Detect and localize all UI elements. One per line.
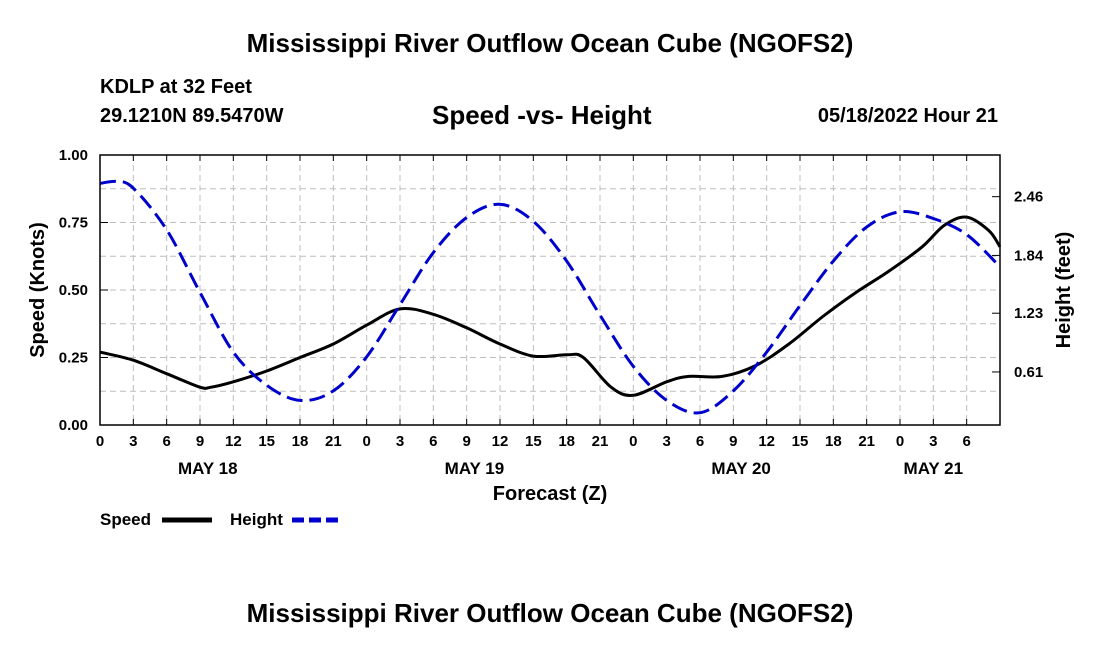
date-label: MAY 18 bbox=[178, 459, 238, 478]
x-tick-label: 9 bbox=[462, 433, 470, 450]
x-tick-label: 21 bbox=[592, 433, 609, 450]
x-tick-label: 12 bbox=[758, 433, 775, 450]
x-tick-label: 9 bbox=[729, 433, 737, 450]
x-tick-label: 21 bbox=[858, 433, 875, 450]
x-tick-label: 3 bbox=[396, 433, 404, 450]
forecast-datetime: 05/18/2022 Hour 21 bbox=[817, 105, 998, 127]
y2-tick-label: 2.46 bbox=[1014, 189, 1043, 206]
legend-height-label: Height bbox=[230, 510, 283, 529]
y-tick-label: 0.50 bbox=[59, 282, 88, 299]
y-tick-label: 0.75 bbox=[59, 215, 88, 232]
date-label: MAY 19 bbox=[445, 459, 505, 478]
x-tick-label: 9 bbox=[196, 433, 204, 450]
axis-ticks: 0 3 6 9 12 15 18 21 0 3 6 9 12 15 18 21 0 3 6 9 12 15 18 21 0 3 6M… bbox=[59, 147, 1044, 478]
date-label: MAY 20 bbox=[711, 459, 771, 478]
x-tick-label: 3 bbox=[929, 433, 937, 450]
series-height-line bbox=[99, 179, 1002, 415]
x-tick-label: 6 bbox=[962, 433, 970, 450]
coordinates-label: 29.1210N 89.5470W bbox=[100, 105, 284, 127]
station-label: KDLP at 32 Feet bbox=[100, 76, 252, 98]
x-tick-label: 0 bbox=[896, 433, 904, 450]
x-tick-label: 18 bbox=[292, 433, 309, 450]
chart-subtitle: Speed -vs- Height bbox=[432, 100, 652, 130]
y2-tick-label: 1.84 bbox=[1014, 247, 1044, 264]
y2-axis-label: Height (feet) bbox=[1053, 232, 1075, 349]
series-speed-line bbox=[99, 215, 1002, 397]
x-tick-label: 0 bbox=[96, 433, 104, 450]
y-tick-label: 0.25 bbox=[59, 350, 88, 367]
y2-tick-label: 1.23 bbox=[1014, 305, 1043, 322]
x-tick-label: 12 bbox=[492, 433, 509, 450]
x-tick-label: 15 bbox=[792, 433, 809, 450]
x-tick-label: 15 bbox=[258, 433, 275, 450]
x-tick-label: 3 bbox=[662, 433, 670, 450]
x-axis-label: Forecast (Z) bbox=[493, 483, 607, 505]
x-tick-label: 0 bbox=[362, 433, 370, 450]
x-tick-label: 6 bbox=[162, 433, 170, 450]
x-tick-label: 0 bbox=[629, 433, 637, 450]
x-tick-label: 21 bbox=[325, 433, 342, 450]
x-tick-label: 6 bbox=[429, 433, 437, 450]
y2-tick-label: 0.61 bbox=[1014, 364, 1043, 381]
x-tick-label: 18 bbox=[558, 433, 575, 450]
y-axis-label: Speed (Knots) bbox=[27, 222, 49, 358]
x-tick-label: 12 bbox=[225, 433, 242, 450]
x-tick-label: 15 bbox=[525, 433, 542, 450]
x-tick-label: 3 bbox=[129, 433, 137, 450]
x-tick-label: 18 bbox=[825, 433, 842, 450]
chart-title: Mississippi River Outflow Ocean Cube (NG… bbox=[246, 28, 854, 58]
footer-title: Mississippi River Outflow Ocean Cube (NG… bbox=[246, 598, 854, 628]
grid-lines bbox=[100, 155, 1000, 425]
y-tick-label: 0.00 bbox=[59, 417, 88, 434]
y-tick-label: 1.00 bbox=[59, 147, 88, 164]
legend: Speed Height bbox=[100, 510, 342, 529]
x-tick-label: 6 bbox=[696, 433, 704, 450]
legend-speed-label: Speed bbox=[100, 510, 151, 529]
date-label: MAY 21 bbox=[904, 459, 964, 478]
series-layer bbox=[99, 179, 1002, 415]
